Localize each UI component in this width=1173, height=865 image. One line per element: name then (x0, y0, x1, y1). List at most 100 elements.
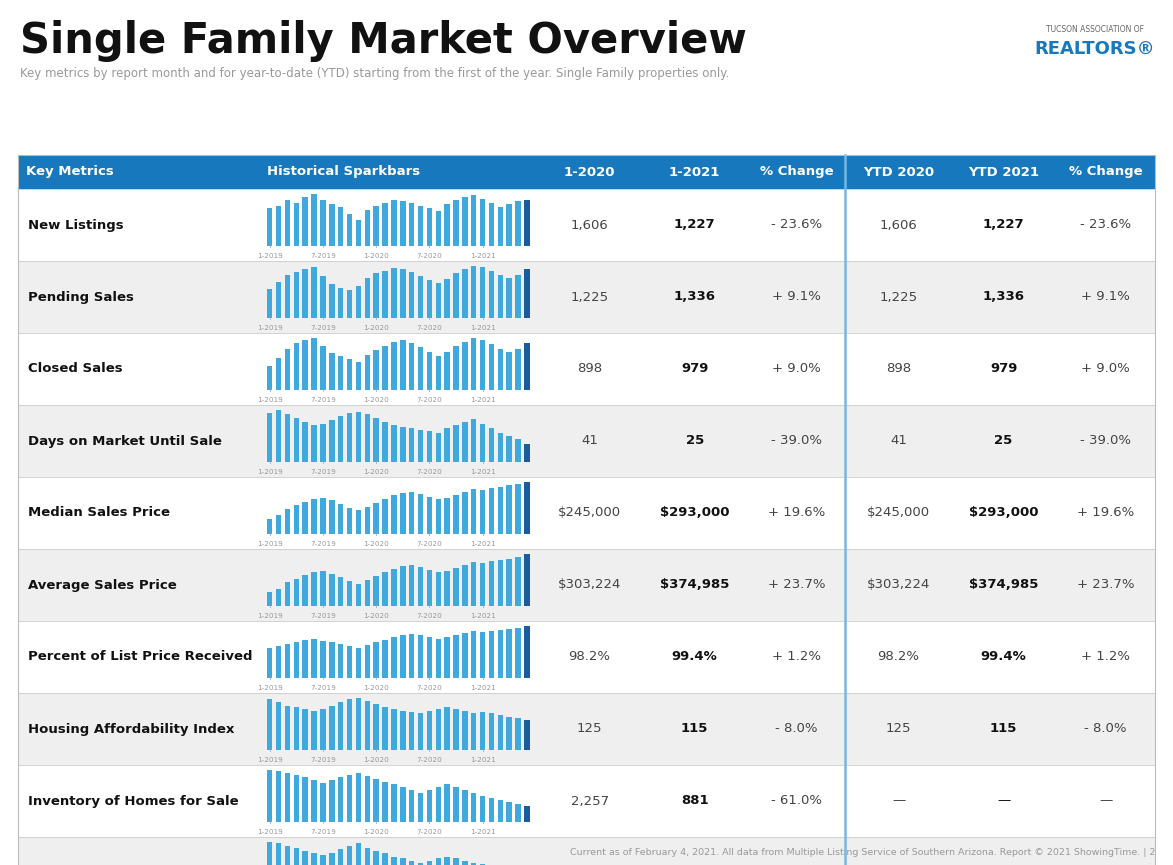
Text: 115: 115 (990, 722, 1017, 735)
Bar (435, 356, 441, 390)
Bar (365, 580, 369, 606)
Bar (462, 422, 468, 462)
Text: 98.2%: 98.2% (877, 650, 920, 663)
Bar (472, 338, 476, 390)
Bar (303, 640, 308, 678)
Bar (409, 791, 414, 822)
Bar (497, 275, 503, 318)
Text: Housing Affordability Index: Housing Affordability Index (28, 722, 235, 735)
Text: + 9.1%: + 9.1% (1082, 291, 1130, 304)
Text: 1,606: 1,606 (571, 219, 609, 232)
Bar (445, 707, 450, 750)
Bar (338, 416, 344, 462)
Bar (338, 207, 344, 246)
Text: 898: 898 (886, 362, 911, 375)
Bar (276, 357, 282, 390)
Bar (409, 272, 414, 318)
Bar (18, 189, 1155, 261)
Bar (267, 842, 272, 865)
Bar (480, 712, 486, 750)
Bar (365, 507, 369, 534)
Text: 7-2019: 7-2019 (310, 325, 335, 331)
Bar (507, 436, 511, 462)
Bar (427, 861, 432, 865)
Bar (497, 561, 503, 606)
Bar (453, 426, 459, 462)
Text: 7-2019: 7-2019 (310, 469, 335, 475)
Bar (267, 699, 272, 750)
Bar (391, 569, 396, 606)
Text: Percent of List Price Received: Percent of List Price Received (28, 650, 252, 663)
Text: $293,000: $293,000 (660, 507, 730, 520)
Text: 1-2020: 1-2020 (364, 685, 389, 691)
Bar (303, 502, 308, 534)
Bar (435, 573, 441, 606)
Bar (18, 261, 1155, 333)
Bar (418, 348, 423, 390)
Bar (489, 561, 494, 606)
Bar (445, 498, 450, 534)
Bar (462, 342, 468, 390)
Bar (435, 284, 441, 318)
Bar (276, 646, 282, 678)
Bar (311, 426, 317, 462)
Text: + 1.2%: + 1.2% (772, 650, 821, 663)
Text: Average Sales Price: Average Sales Price (28, 579, 177, 592)
Text: $374,985: $374,985 (969, 579, 1038, 592)
Text: 1-2019: 1-2019 (257, 685, 283, 691)
Bar (285, 414, 290, 462)
Bar (18, 155, 1155, 865)
Bar (267, 208, 272, 246)
Bar (18, 477, 1155, 549)
Bar (409, 428, 414, 462)
Bar (382, 853, 388, 865)
Bar (267, 413, 272, 462)
Bar (382, 422, 388, 462)
Bar (472, 631, 476, 678)
Bar (330, 706, 334, 750)
Bar (427, 351, 432, 390)
Text: + 9.0%: + 9.0% (772, 362, 821, 375)
Bar (320, 708, 326, 750)
Bar (391, 496, 396, 534)
Bar (480, 199, 486, 246)
Bar (472, 490, 476, 534)
Bar (293, 707, 299, 750)
Bar (330, 780, 334, 822)
Text: - 39.0%: - 39.0% (771, 434, 822, 447)
Bar (347, 581, 352, 606)
Bar (497, 349, 503, 390)
Bar (311, 338, 317, 390)
Bar (418, 714, 423, 750)
Text: Inventory of Homes for Sale: Inventory of Homes for Sale (28, 794, 238, 808)
Text: 1-2019: 1-2019 (257, 541, 283, 547)
Bar (303, 575, 308, 606)
Text: New Listings: New Listings (28, 219, 123, 232)
Text: 99.4%: 99.4% (981, 650, 1026, 663)
Bar (285, 349, 290, 390)
Bar (303, 269, 308, 318)
Bar (365, 210, 369, 246)
Bar (435, 708, 441, 750)
Bar (489, 271, 494, 318)
Text: 7-2019: 7-2019 (310, 613, 335, 619)
Bar (427, 711, 432, 750)
Bar (507, 351, 511, 390)
Text: Historical Sparkbars: Historical Sparkbars (267, 165, 420, 178)
Text: 1-2021: 1-2021 (469, 541, 495, 547)
Bar (427, 791, 432, 822)
Bar (267, 367, 272, 390)
Bar (373, 349, 379, 390)
Bar (435, 211, 441, 246)
Text: $245,000: $245,000 (867, 507, 930, 520)
Bar (347, 413, 352, 462)
Bar (330, 354, 334, 390)
Bar (480, 424, 486, 462)
Bar (515, 628, 521, 678)
Text: 7-2020: 7-2020 (416, 469, 442, 475)
Bar (418, 635, 423, 678)
Bar (303, 197, 308, 246)
Bar (355, 362, 361, 390)
Bar (497, 715, 503, 750)
Bar (445, 428, 450, 462)
